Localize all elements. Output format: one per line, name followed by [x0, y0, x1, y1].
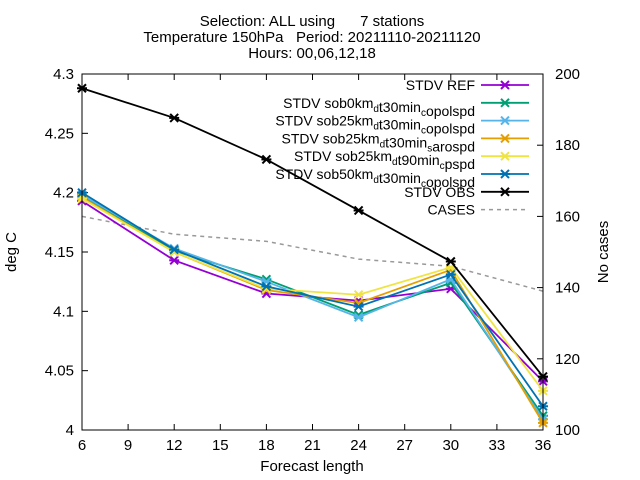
- y-tick-label: 4.2: [53, 185, 74, 202]
- y2-tick-label: 180: [555, 137, 580, 154]
- x-tick-label: 9: [124, 437, 132, 454]
- legend-label: STDV sob25kmdt90mincpspd: [294, 148, 475, 172]
- y-tick-label: 4.15: [45, 244, 74, 261]
- y-tick-label: 4.1: [53, 303, 74, 320]
- title-line-1: Selection: ALL using 7 stations: [200, 13, 425, 30]
- cases-line: [81, 215, 544, 292]
- legend-item-3: STDV sob25kmdt30mincopolspd: [275, 113, 529, 137]
- y-tick-label: 4.3: [53, 66, 74, 83]
- y2-tick-label: 120: [555, 351, 580, 368]
- series-line: [81, 191, 544, 407]
- legend-label: STDV sob50kmdt30mincopolspd: [275, 166, 475, 190]
- x-tick-label: 18: [258, 437, 275, 454]
- series-line: [81, 196, 544, 424]
- legend-item-6: STDV sob50kmdt30mincopolspd: [275, 166, 529, 190]
- legend-label: STDV REF: [406, 77, 475, 93]
- y-tick-label: 4.25: [45, 125, 74, 142]
- y2-axis-label: No cases: [595, 221, 612, 284]
- y-tick-label: 4: [66, 422, 74, 439]
- x-tick-label: 24: [350, 437, 367, 454]
- legend-label: STDV sob25kmdt30mincopolspd: [275, 113, 475, 137]
- x-tick-label: 15: [212, 437, 229, 454]
- chart-title: Selection: ALL using 7 stations Temperat…: [143, 13, 480, 62]
- series-line: [81, 197, 544, 392]
- y2-tick-label: 100: [555, 422, 580, 439]
- series-line: [81, 87, 544, 378]
- series-5: [77, 193, 548, 396]
- y-axis-label: deg C: [3, 232, 20, 272]
- legend-label: CASES: [428, 202, 475, 218]
- x-tick-label: 12: [166, 437, 183, 454]
- series-3: [77, 190, 548, 425]
- tick-labels: 6 9 12 15 18 21 24 27 30 33 36 4 4.05 4.1 4.15 4.2 4.25 4…: [45, 66, 580, 454]
- x-axis-label: Forecast length: [260, 458, 363, 475]
- x-tick-label: 36: [535, 437, 552, 454]
- legend-item-2: STDV sob0kmdt30mincopolspd: [283, 95, 529, 119]
- title-line-2: Temperature 150hPa Period: 20211110-2021…: [143, 29, 480, 46]
- legend-item-1: STDV REF: [406, 77, 529, 93]
- series-2: [77, 191, 548, 421]
- legend-item-8: CASES: [428, 202, 529, 218]
- legend-item-7: STDV OBS: [404, 184, 529, 200]
- plot-frame: [81, 73, 544, 431]
- legend-item-4: STDV sob25kmdt30minsarospd: [282, 130, 529, 154]
- x-tick-label: 21: [304, 437, 321, 454]
- y2-tick-label: 160: [555, 208, 580, 225]
- legend-label: STDV sob25kmdt30minsarospd: [282, 130, 475, 154]
- y-tick-label: 4.05: [45, 363, 74, 380]
- x-tick-label: 6: [78, 437, 86, 454]
- cases-series: [81, 215, 544, 292]
- legend-label: STDV OBS: [404, 184, 475, 200]
- y2-tick-label: 200: [555, 66, 580, 83]
- x-tick-label: 30: [442, 437, 459, 454]
- legend-label: STDV sob0kmdt30mincopolspd: [283, 95, 475, 119]
- x-tick-label: 33: [489, 437, 506, 454]
- x-tick-label: 27: [396, 437, 413, 454]
- y2-tick-label: 140: [555, 280, 580, 297]
- legend-item-5: STDV sob25kmdt90mincpspd: [294, 148, 529, 172]
- title-line-3: Hours: 00,06,12,18: [248, 45, 376, 62]
